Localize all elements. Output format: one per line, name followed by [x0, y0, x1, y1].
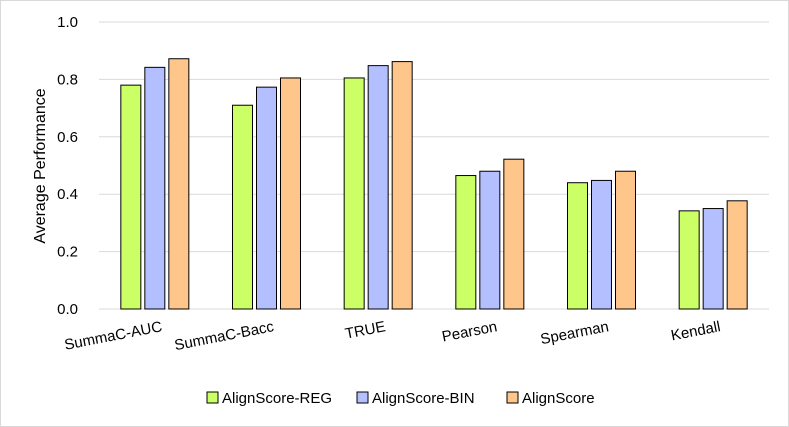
- bar-alignscore-bin-true: [367, 65, 389, 310]
- x-tick-label: Kendall: [670, 318, 722, 344]
- bar-alignscore-bin-summac-bacc: [256, 86, 277, 310]
- y-tick-label: 0.0: [57, 301, 78, 318]
- bar-alignscore-bin-pearson: [479, 170, 501, 310]
- bar-alignscore-reg-true: [343, 77, 365, 310]
- x-tick-label: Spearman: [539, 318, 610, 348]
- bar-alignscore-spearman: [615, 170, 636, 310]
- legend-label: AlignScore: [522, 390, 595, 407]
- bar-alignscore-reg-summac-bacc: [232, 104, 253, 310]
- bar-alignscore-pearson: [503, 158, 525, 310]
- legend-swatch: [206, 391, 219, 404]
- x-tick-labels: SummaC-AUC SummaC-Bacc TRUE Pearson Spearman…: [63, 318, 722, 354]
- bar-alignscore-reg-spearman: [567, 182, 588, 310]
- y-axis-title: Average Performance: [32, 88, 49, 243]
- bar-alignscore-kendall: [726, 200, 748, 310]
- gridlines: [99, 21, 769, 310]
- x-tick-label: SummaC-Bacc: [173, 318, 276, 354]
- legend: AlignScore-REG AlignScore-BIN AlignScore: [206, 390, 595, 407]
- y-tick-label: 0.2: [57, 244, 78, 261]
- bar-alignscore-reg-kendall: [678, 210, 700, 310]
- x-tick-label: TRUE: [344, 318, 387, 342]
- bar-alignscore-bin-kendall: [702, 208, 724, 310]
- y-tick-label: 0.6: [57, 129, 78, 146]
- x-tick-label: Pearson: [441, 318, 499, 345]
- bar-alignscore-summac-bacc: [280, 77, 301, 310]
- bar-alignscore-bin-spearman: [591, 179, 612, 310]
- y-tick-labels: 0.0 0.2 0.4 0.6 0.8 1.0: [57, 14, 78, 318]
- legend-label: AlignScore-REG: [222, 390, 332, 407]
- x-tick-label: SummaC-AUC: [63, 318, 164, 354]
- bar-alignscore-bin-summac-auc: [144, 66, 166, 310]
- legend-swatch: [356, 391, 369, 404]
- bar-alignscore-summac-auc: [168, 58, 190, 310]
- bars: [120, 58, 748, 310]
- bar-alignscore-true: [391, 61, 413, 310]
- legend-swatch: [506, 391, 519, 404]
- legend-label: AlignScore-BIN: [372, 390, 475, 407]
- y-tick-label: 1.0: [57, 14, 78, 31]
- bar-alignscore-reg-pearson: [455, 175, 477, 310]
- y-tick-label: 0.4: [57, 186, 78, 203]
- y-tick-label: 0.8: [57, 71, 78, 88]
- bar-alignscore-reg-summac-auc: [120, 84, 142, 310]
